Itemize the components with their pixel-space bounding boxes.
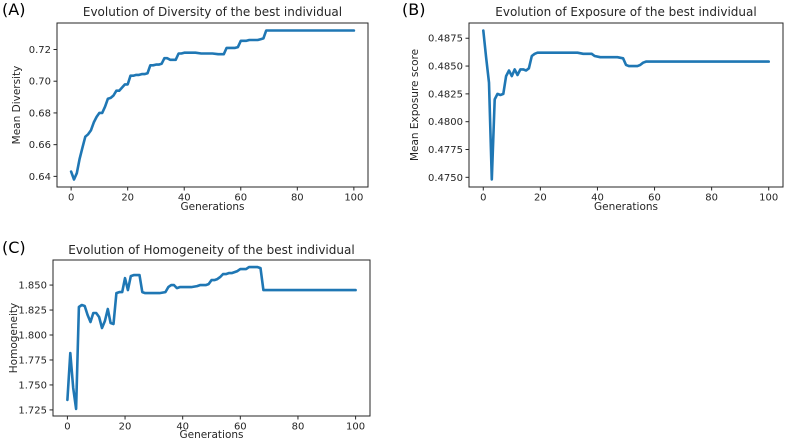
y-tick-label: 1.825 [18,306,47,317]
y-tick-label: 1.725 [18,405,47,416]
y-tick-label: 0.4825 [428,89,463,100]
y-tick-label: 0.70 [29,77,51,88]
y-tick-label: 0.68 [29,108,51,119]
x-tick-label: 60 [234,422,247,433]
data-line [482,29,771,181]
homogeneity-line-chart: 1.725 1.750 1.775 1.800 1.825 1.850 0 20 40 60 80 1… [18,259,371,433]
x-tick-label: 80 [292,422,305,433]
diversity-line-chart: 0.64 0.66 0.68 0.70 0.72 0 20 40 60 80 100 [29,22,369,204]
x-axis-label-diversity: Generations [180,201,245,213]
x-tick-label: 100 [344,193,363,204]
plot-border [56,22,369,188]
x-tick-label: 20 [534,193,547,204]
plot-border [468,22,784,188]
y-tick-label: 0.72 [29,45,51,56]
chart-title-homogeneity: Evolution of Homogeneity of the best ind… [68,243,355,257]
panel-label-a: (A) [2,0,26,19]
y-tick-label: 0.66 [29,140,51,151]
y-tick-label: 0.64 [29,172,51,183]
x-tick-label: 20 [119,422,132,433]
panel-b-exposure: (B) Evolution of Exposure of the best in… [397,0,793,223]
x-axis-label-homogeneity: Generations [179,429,244,441]
x-tick-label: 0 [480,193,486,204]
x-axis-label-exposure: Generations [593,201,659,213]
x-tick-label: 40 [178,193,191,204]
x-tick-label: 20 [121,193,134,204]
y-tick-label: 0.4750 [428,173,463,184]
y-tick-label: 1.800 [18,331,47,342]
x-tick-label: 60 [234,193,247,204]
y-tick-label: 0.4850 [428,62,463,73]
y-tick-label: 1.750 [18,380,47,391]
x-tick-label: 0 [64,422,70,433]
chart-title-exposure: Evolution of Exposure of the best indivi… [495,5,757,19]
data-line [66,265,357,411]
x-tick-label: 80 [291,193,304,204]
x-tick-label: 100 [759,193,778,204]
panel-label-c: (C) [2,238,26,257]
x-tick-label: 40 [176,422,189,433]
x-tick-label: 80 [705,193,718,204]
data-line [69,29,356,181]
x-tick-label: 40 [591,193,604,204]
y-tick-label: 1.775 [18,355,47,366]
y-tick-label: 0.4800 [428,117,463,128]
y-tick-label: 0.4775 [428,145,463,156]
panel-a-diversity: (A) Evolution of Diversity of the best i… [0,0,396,223]
y-tick-label: 0.4875 [428,34,463,45]
panel-label-b: (B) [402,0,426,19]
x-tick-label: 100 [346,422,365,433]
chart-title-diversity: Evolution of Diversity of the best indiv… [82,5,343,19]
exposure-line-chart: 0.4750 0.4775 0.4800 0.4825 0.4850 0.4875 0 20 4… [428,22,784,204]
panel-c-homogeneity: (C) Evolution of Homogeneity of the best… [0,223,396,446]
x-tick-label: 0 [68,193,74,204]
y-tick-label: 1.850 [18,281,47,292]
plot-border [52,259,371,417]
x-tick-label: 60 [648,193,661,204]
